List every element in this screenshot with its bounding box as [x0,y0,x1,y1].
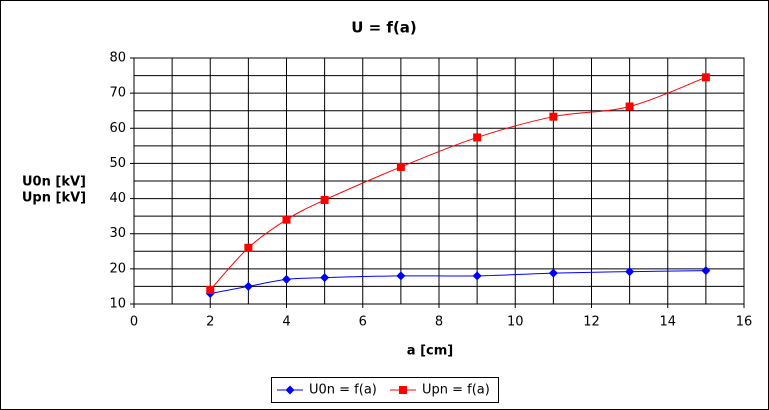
legend-label: Upn = f(a) [422,383,490,398]
x-tick-label: 10 [507,315,524,330]
y-tick-label: 40 [109,191,126,206]
legend-label: U0n = f(a) [309,383,377,398]
marker [320,273,330,283]
y-tick-label: 80 [109,51,126,66]
marker [282,274,291,284]
marker [399,386,407,394]
x-axis-label: a [cm] [407,344,453,359]
y-tick-label: 50 [109,156,126,171]
marker [282,215,291,224]
marker [548,268,558,278]
marker [473,133,482,142]
x-tick-label: 0 [130,315,138,330]
marker [244,243,253,252]
chart-title: U = f(a) [351,19,417,37]
marker [625,267,635,277]
x-tick-label: 2 [206,315,214,330]
marker [396,271,406,281]
plot-frame [133,57,745,305]
y-tick-label: 20 [109,261,126,276]
legend-box [271,377,499,403]
plot [205,73,711,298]
x-tick-label: 16 [736,315,753,330]
x-tick-label: 14 [659,315,676,330]
marker [701,73,710,82]
x-tick-label: 6 [359,315,367,330]
grid: 0 2 4 6 8 10 12 14 16 10 20 30 40 50 60 70 80 [109,51,752,330]
x-tick-label: 4 [282,315,290,330]
marker [396,162,405,171]
x-tick-label: 12 [583,315,600,330]
y-axis-label: U0n [kV] [22,175,86,190]
marker [243,281,253,291]
y-tick-label: 10 [109,297,126,312]
marker [320,195,329,204]
y-axis-label: Upn [kV] [22,191,86,206]
marker [625,102,634,111]
marker [549,112,558,121]
marker [285,385,295,395]
marker [472,271,482,281]
y-tick-label: 30 [109,226,126,241]
marker [701,266,711,276]
x-tick-label: 8 [435,315,443,330]
series-line [209,76,707,291]
y-tick-label: 70 [109,86,126,101]
y-tick-label: 60 [109,121,126,136]
marker [206,285,215,294]
legend: U0n = f(a) Upn = f(a) [277,383,490,398]
